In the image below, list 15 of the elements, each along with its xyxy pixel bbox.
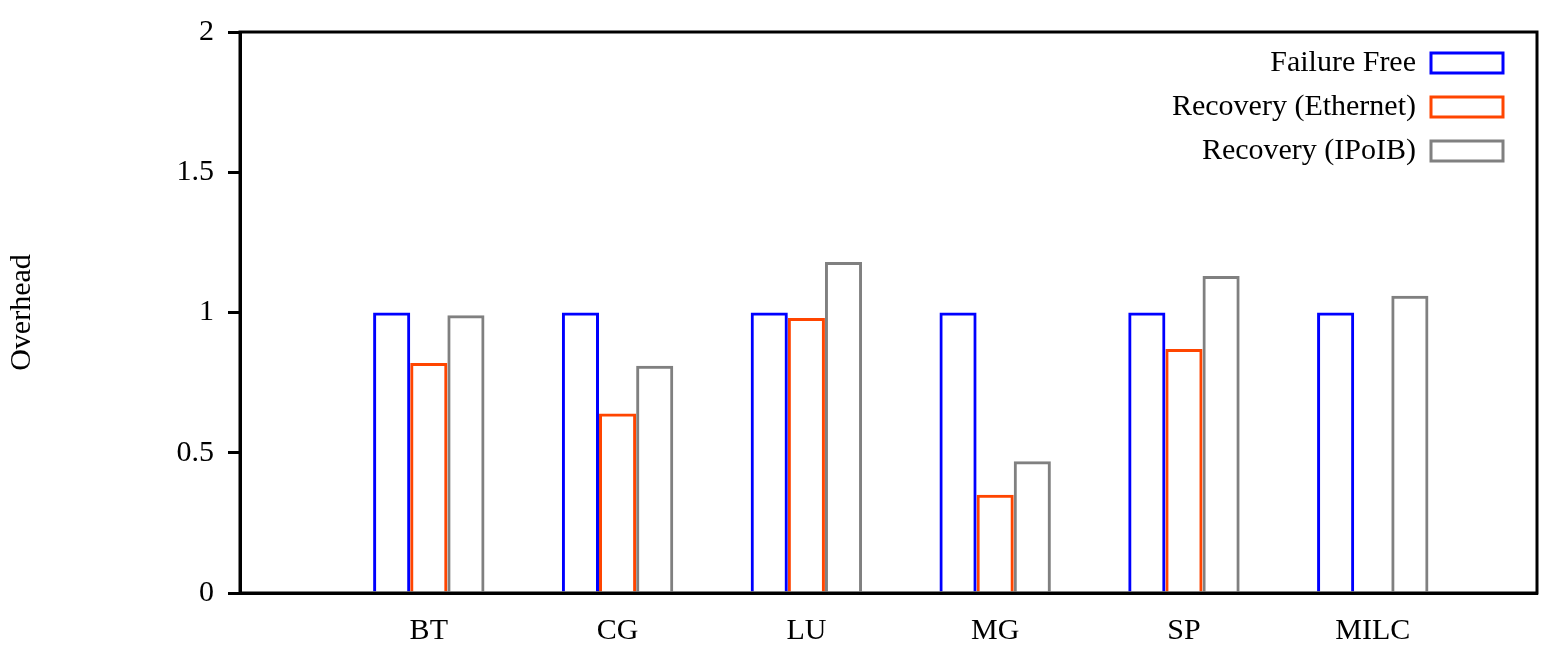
legend-label: Recovery (IPoIB) bbox=[1201, 131, 1416, 166]
x-tick-label: MILC bbox=[1335, 611, 1411, 645]
x-tick-label: BT bbox=[409, 611, 448, 645]
y-tick-label: 1.5 bbox=[176, 153, 214, 187]
legend-label: Recovery (Ethernet) bbox=[1171, 87, 1416, 122]
x-tick-label: SP bbox=[1167, 611, 1201, 645]
x-tick-label: CG bbox=[596, 611, 639, 645]
y-tick-label: 2 bbox=[199, 12, 214, 46]
x-tick-label: MG bbox=[971, 611, 1020, 645]
y-axis-title: Overhead bbox=[2, 254, 36, 371]
y-tick-label: 1 bbox=[199, 293, 214, 327]
legend-label: Failure Free bbox=[1270, 43, 1416, 77]
x-tick-label: LU bbox=[786, 611, 827, 645]
y-tick-label: 0 bbox=[199, 573, 214, 607]
y-tick-label: 0.5 bbox=[176, 433, 214, 467]
